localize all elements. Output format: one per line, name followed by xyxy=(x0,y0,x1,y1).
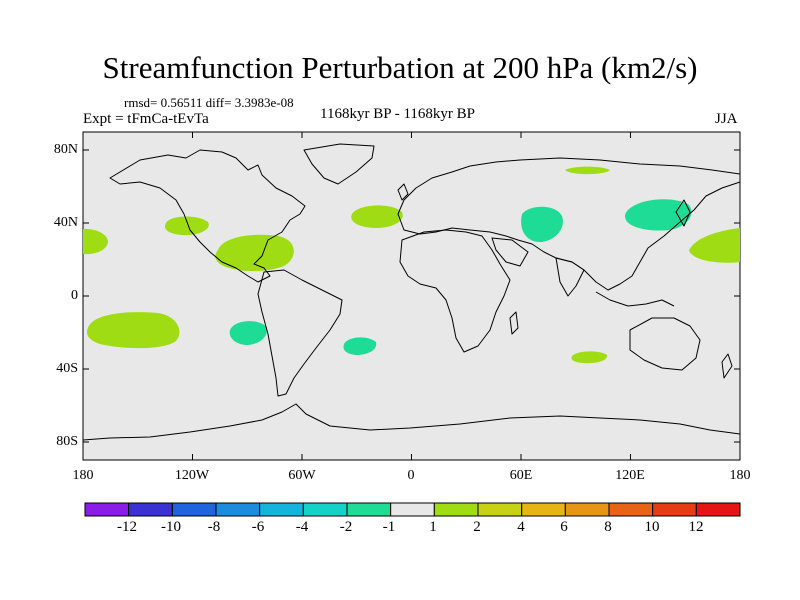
colorbar-swatch xyxy=(346,502,392,517)
colorbar-swatch xyxy=(128,502,173,517)
colorbar-swatch xyxy=(433,502,479,517)
coast-india xyxy=(555,257,585,297)
coast-north-america xyxy=(109,149,306,283)
colorbar-swatch xyxy=(215,502,261,517)
colorbar-label: 10 xyxy=(644,519,660,535)
colorbar-swatch xyxy=(84,502,130,517)
anomaly-siberia xyxy=(565,166,610,175)
colorbar-swatch xyxy=(652,502,697,517)
y-tick-label: 40N xyxy=(53,215,78,230)
x-tick-label: 120W xyxy=(174,468,210,483)
positive-anomalies xyxy=(83,166,740,364)
experiment-label: Expt = tFmCa-tEvTa xyxy=(83,111,209,127)
period-label: 1168kyr BP - 1168kyr BP xyxy=(320,106,476,122)
x-tick-label: 180 xyxy=(729,468,751,483)
colorbar-label: 1 xyxy=(429,519,437,535)
colorbar-label: -12 xyxy=(117,519,137,535)
coast-antarctica xyxy=(82,403,741,441)
anomaly-west-pacific xyxy=(689,228,740,263)
colorbar-swatches xyxy=(84,502,741,517)
x-tick-label: 120E xyxy=(615,468,645,483)
anomaly-east-asia xyxy=(624,199,692,231)
colorbar-label: -8 xyxy=(207,519,221,535)
season-label: JJA xyxy=(715,111,738,127)
colorbar-swatch xyxy=(477,502,523,517)
anomaly-date-line-west xyxy=(83,228,108,255)
colorbar-swatch xyxy=(171,502,217,517)
colorbar-label: 6 xyxy=(560,519,568,535)
colorbar-label: -10 xyxy=(161,519,181,535)
x-ticks xyxy=(82,132,741,460)
coast-australia xyxy=(629,317,701,371)
x-tick-label: 60E xyxy=(509,468,533,483)
colorbar-label: -1 xyxy=(382,519,396,535)
stats-text: rmsd= 0.56511 diff= 3.3983e-08 xyxy=(124,95,294,110)
coast-british-isles xyxy=(397,183,409,201)
anomaly-central-america xyxy=(215,234,294,272)
coast-indonesia xyxy=(595,291,675,307)
coast-south-america xyxy=(257,269,343,397)
coast-madagascar xyxy=(509,311,519,335)
anomaly-indian-ocean xyxy=(571,351,608,364)
map-panel xyxy=(82,131,741,461)
x-tick-label: 60W xyxy=(288,468,316,483)
coast-new-zealand xyxy=(721,353,733,379)
colorbar-swatch xyxy=(521,502,566,517)
anomaly-north-pacific xyxy=(164,216,209,236)
y-ticks xyxy=(83,149,740,443)
colorbar-label: 8 xyxy=(604,519,612,535)
coast-europe-asia xyxy=(397,157,741,291)
colorbar-label: -6 xyxy=(251,519,265,535)
y-tick-label: 80N xyxy=(53,142,78,157)
colorbar-label: 12 xyxy=(688,519,704,535)
plot-title: Streamfunction Perturbation at 200 hPa (… xyxy=(102,50,698,85)
anomaly-south-pacific xyxy=(86,312,180,349)
coast-japan xyxy=(675,199,691,227)
y-tick-label: 80S xyxy=(56,434,78,449)
coastlines xyxy=(82,143,741,441)
y-tick-label: 0 xyxy=(71,288,78,303)
anomaly-north-atlantic xyxy=(351,205,403,228)
x-tick-label: 180 xyxy=(72,468,94,483)
coast-greenland xyxy=(303,143,375,185)
coast-arabia xyxy=(491,237,529,267)
anomaly-south-atlantic xyxy=(343,337,377,355)
anomaly-middle-east xyxy=(521,206,563,243)
y-tick-label: 40S xyxy=(56,361,78,376)
colorbar-label: -4 xyxy=(295,519,309,535)
colorbar-label: 4 xyxy=(517,519,525,535)
negative-anomalies xyxy=(229,199,692,355)
x-tick-label: 0 xyxy=(407,468,415,483)
colorbar-swatch xyxy=(302,502,348,517)
colorbar-swatch xyxy=(564,502,610,517)
coast-africa xyxy=(399,229,511,353)
colorbar-label: 2 xyxy=(473,519,481,535)
anomaly-south-america-east xyxy=(229,321,268,345)
colorbar-swatch xyxy=(259,502,304,517)
colorbar-swatch xyxy=(390,502,435,517)
colorbar-swatch xyxy=(608,502,654,517)
colorbar-swatch xyxy=(695,502,741,517)
colorbar-label: -2 xyxy=(339,519,353,535)
